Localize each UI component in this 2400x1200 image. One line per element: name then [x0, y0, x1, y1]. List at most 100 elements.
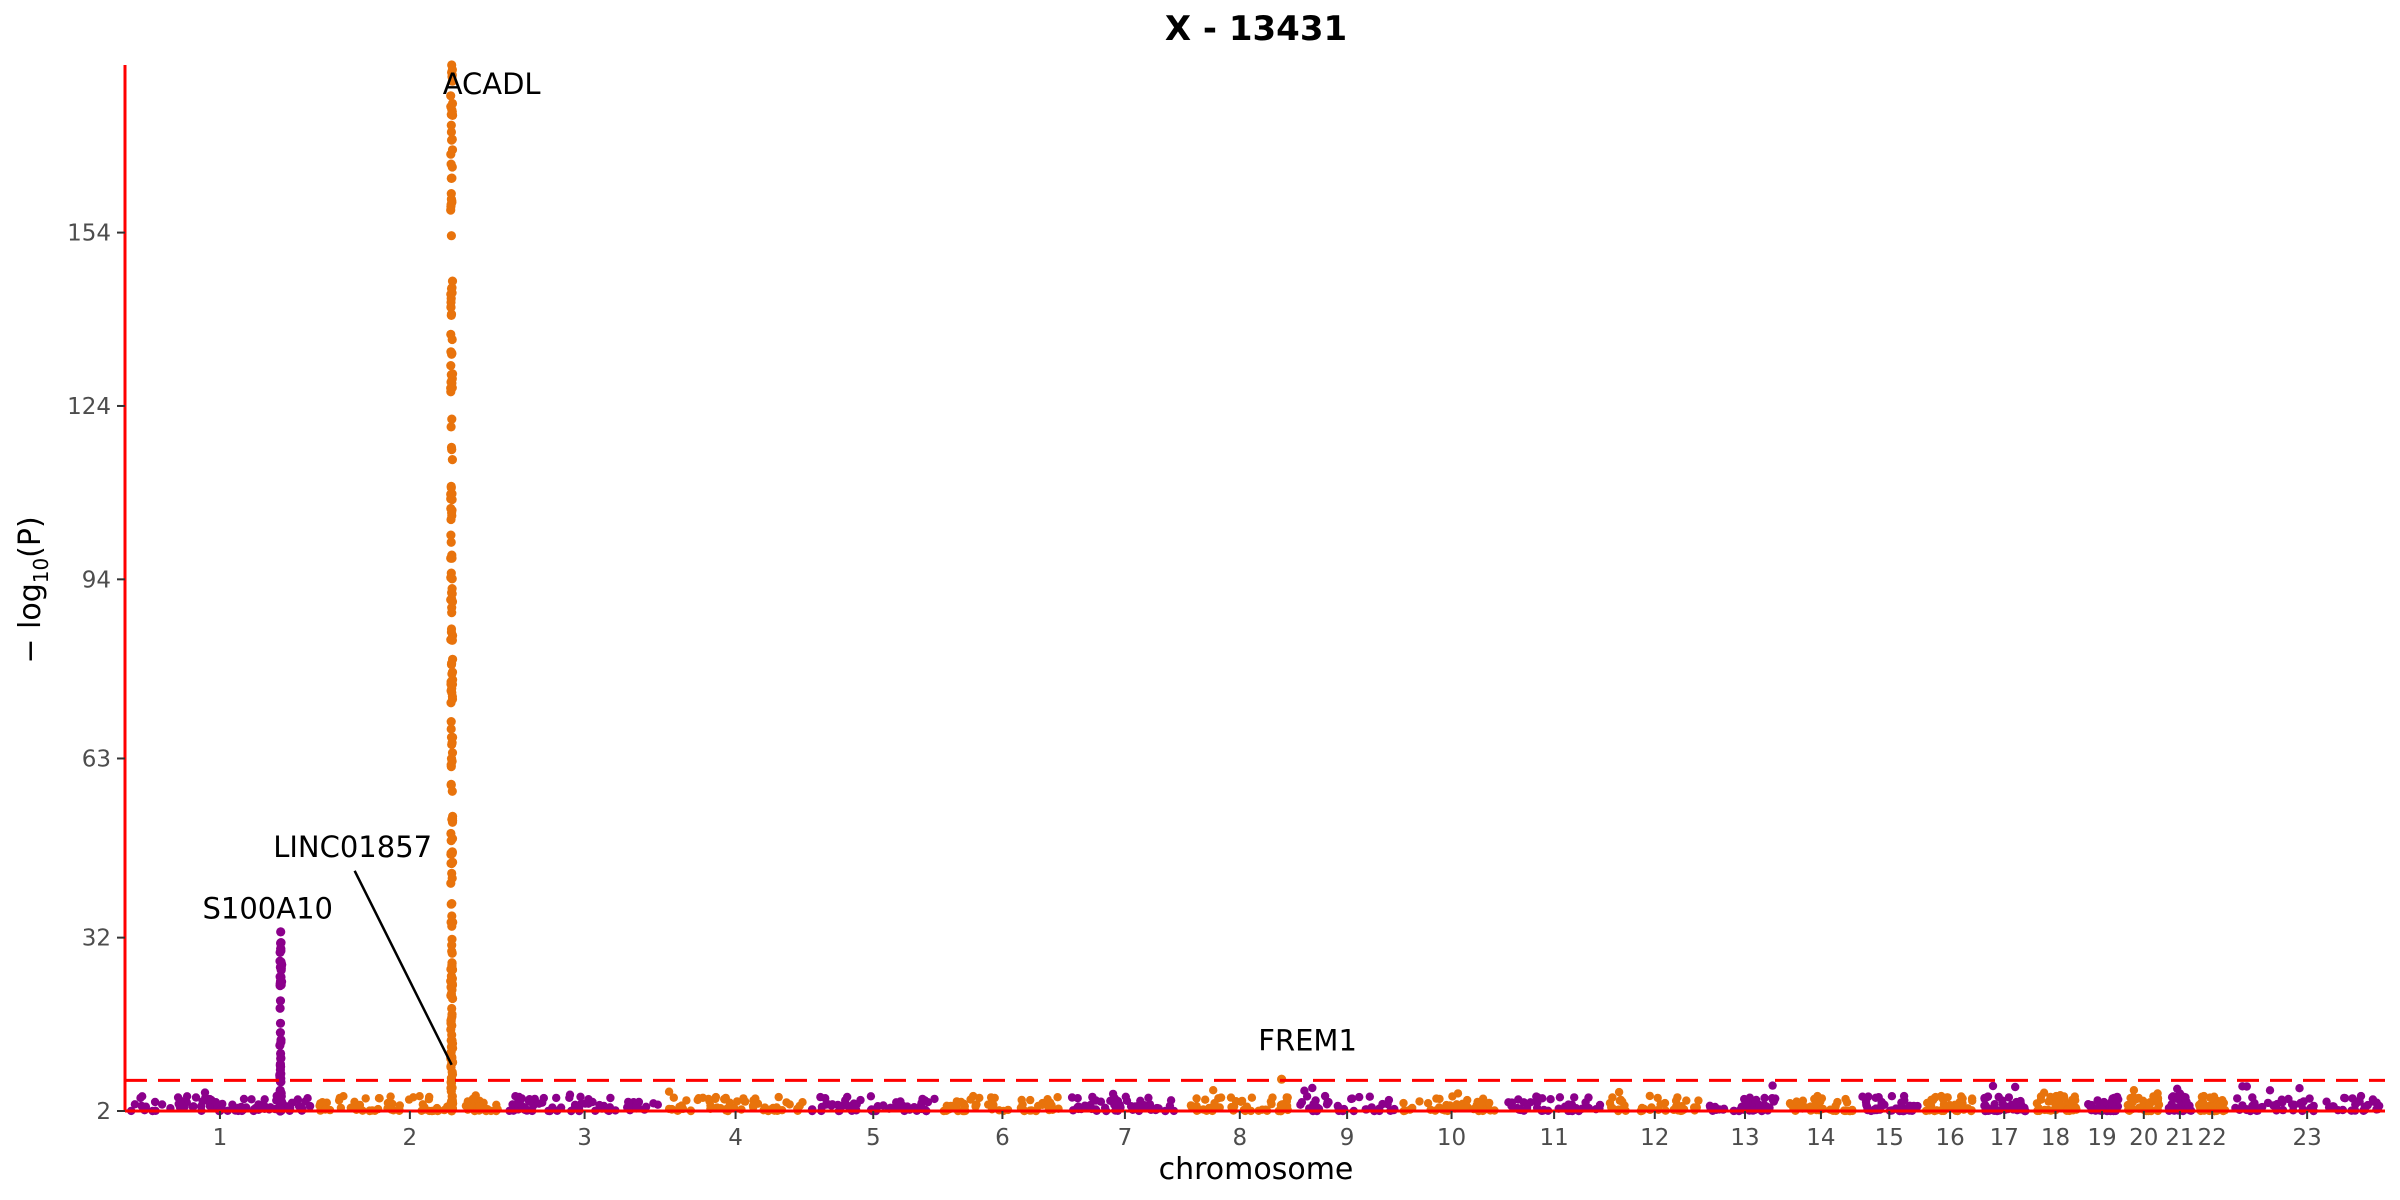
peak-snp-point [446, 205, 456, 215]
snp-point [1796, 1102, 1806, 1111]
snp-point [2068, 1095, 2077, 1105]
snp-point [1121, 1092, 1131, 1102]
snp-point [1616, 1095, 1626, 1105]
snp-point [606, 1093, 615, 1103]
peak-snp-point [275, 1018, 286, 1028]
snp-point [2207, 1093, 2216, 1103]
snp-point [1656, 1100, 1665, 1109]
snp-point [748, 1101, 758, 1110]
snp-point [1365, 1092, 1375, 1101]
snp-point [1484, 1099, 1494, 1108]
snp-point [698, 1093, 708, 1103]
x-tick-label: 8 [1232, 1125, 1247, 1151]
snp-point [1192, 1094, 1201, 1103]
snp-point [1862, 1100, 1871, 1110]
peak-snp-point [447, 868, 457, 879]
peak-snp-point [447, 974, 457, 984]
x-tick-label: 2 [403, 1125, 418, 1151]
snp-point [2284, 1094, 2293, 1104]
gene-label: FREM1 [1258, 1023, 1357, 1057]
snp-point [2369, 1097, 2378, 1106]
snp-point [1144, 1093, 1153, 1103]
snp-point [1816, 1097, 1825, 1106]
snp-point [2173, 1084, 2182, 1094]
chart-title: X - 13431 [1165, 9, 1347, 49]
y-tick-label: 63 [82, 746, 111, 772]
snp-point [198, 1097, 207, 1106]
snp-point [1302, 1092, 1312, 1101]
peak-top-snp [447, 60, 457, 70]
snp-point [595, 1100, 604, 1110]
snp-point [866, 1092, 876, 1101]
snp-point [2265, 1086, 2275, 1095]
snp-point [2322, 1097, 2331, 1106]
snp-point [954, 1098, 963, 1107]
snp-point [1282, 1093, 1291, 1102]
peak-snp-point [447, 508, 457, 518]
y-axis-title-prefix: − log [13, 583, 48, 663]
peak-snp-point [446, 717, 456, 727]
y-tick-label: 94 [82, 567, 111, 593]
snp-point [1741, 1098, 1750, 1108]
snp-point [1435, 1094, 1444, 1104]
x-tick-label: 6 [995, 1125, 1010, 1151]
snp-point [1755, 1100, 1764, 1110]
snp-point [1320, 1091, 1330, 1101]
snp-point [2149, 1093, 2159, 1102]
snp-point [2044, 1097, 2053, 1106]
snp-point [1942, 1102, 1952, 1112]
peak-top-snp [276, 927, 286, 937]
snp-point [1595, 1100, 1605, 1110]
peak-snp-point [446, 1086, 456, 1096]
snp-point [1645, 1091, 1655, 1101]
snp-point [1768, 1081, 1777, 1090]
snp-point [1831, 1101, 1840, 1111]
y-axis-title-suffix: (P) [13, 516, 48, 558]
peak-snp-point [275, 956, 285, 966]
peak-snp-point [447, 1069, 458, 1079]
x-tick-label: 7 [1118, 1125, 1133, 1151]
snp-point [2238, 1082, 2247, 1091]
snp-point [355, 1102, 364, 1111]
x-tick-label: 4 [728, 1125, 743, 1151]
snp-point [1546, 1095, 1555, 1104]
peak-snp-point [446, 110, 456, 120]
snp-point [1201, 1095, 1210, 1104]
gene-label: ACADL [443, 67, 541, 101]
x-tick-label: 23 [2292, 1125, 2321, 1151]
snp-point [1347, 1094, 1356, 1104]
snp-point [641, 1102, 651, 1112]
snp-point [1653, 1093, 1662, 1103]
peak-snp-point [447, 1020, 457, 1031]
x-tick-label: 13 [1730, 1125, 1759, 1151]
snp-point [1309, 1100, 1318, 1109]
snp-point [1923, 1098, 1932, 1108]
snp-point [2011, 1082, 2020, 1092]
peak-snp-point [446, 361, 456, 371]
snp-point [1871, 1093, 1880, 1103]
snp-point [2059, 1093, 2069, 1103]
snp-point [664, 1087, 674, 1096]
snp-point [191, 1093, 201, 1102]
peak-snp-point [446, 127, 456, 137]
peak-snp-point [446, 194, 456, 204]
snp-point [2113, 1094, 2122, 1103]
snp-point [1930, 1093, 1939, 1103]
snp-point [1136, 1096, 1145, 1106]
snp-point [1355, 1092, 1364, 1102]
snp-point [969, 1091, 978, 1101]
snp-point [1475, 1099, 1485, 1108]
peak-snp-point [446, 442, 457, 452]
snp-point [211, 1098, 221, 1107]
peak-snp-point [275, 1028, 285, 1038]
snp-point [1507, 1101, 1516, 1111]
peak-snp-point [447, 70, 457, 80]
x-tick-label: 20 [2129, 1125, 2158, 1151]
x-tick-label: 17 [1990, 1125, 2019, 1151]
peak-snp-point [275, 1003, 285, 1013]
peak-snp-point [447, 553, 457, 563]
snp-point [1227, 1102, 1236, 1112]
y-tick-label: 2 [96, 1099, 111, 1125]
snp-point [1968, 1096, 1977, 1106]
